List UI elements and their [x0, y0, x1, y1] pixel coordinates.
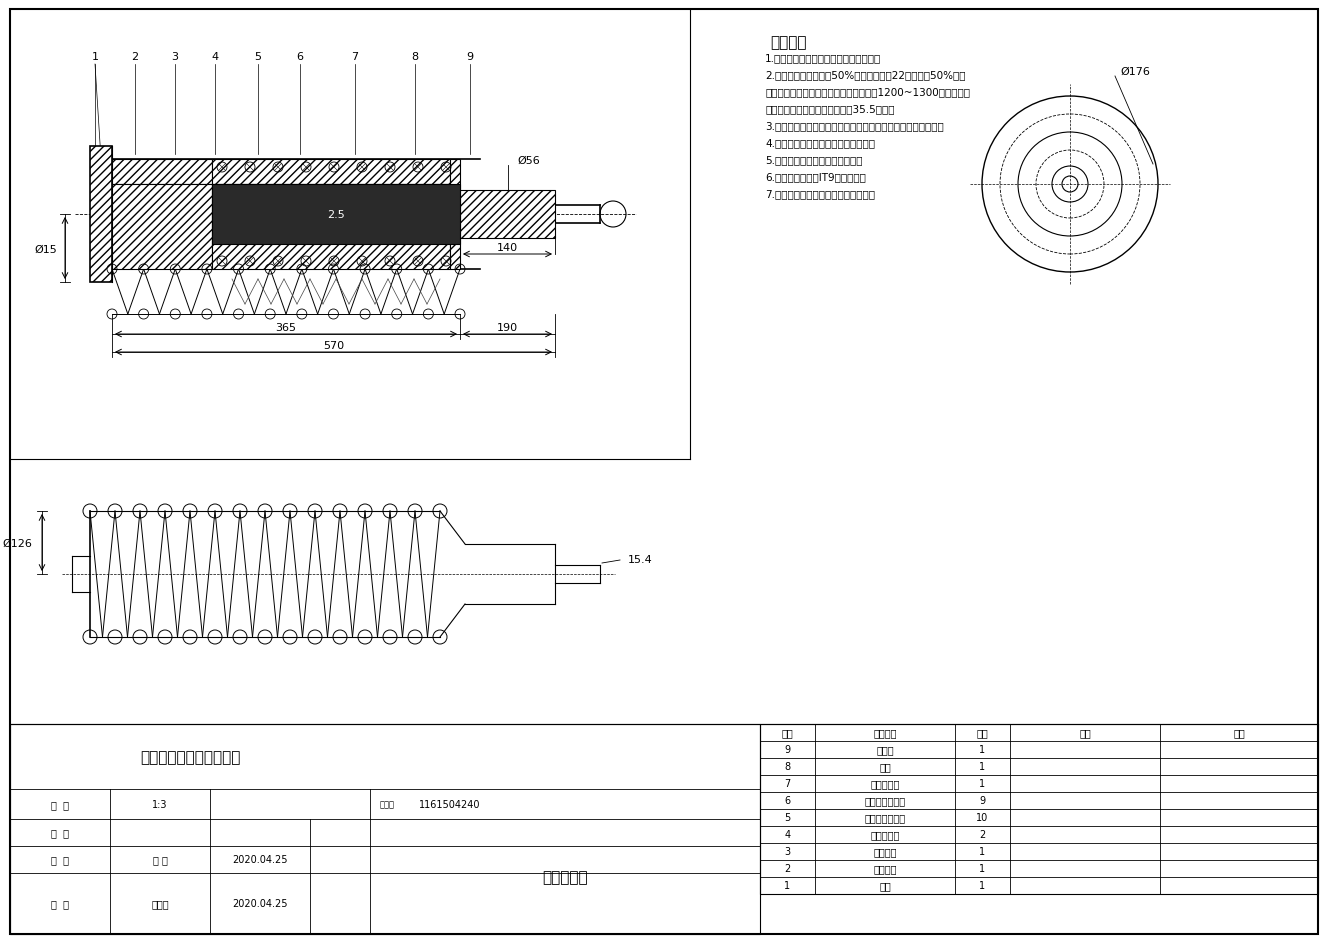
- Text: 3.装置油封时，应注意方向。刃口应光锐无油痕、磕伤等缺陷；: 3.装置油封时，应注意方向。刃口应光锐无油痕、磕伤等缺陷；: [765, 121, 944, 131]
- Text: Ø176: Ø176: [1120, 67, 1150, 76]
- Text: 1: 1: [980, 881, 985, 890]
- Text: 1: 1: [785, 881, 790, 890]
- Bar: [450, 160, 459, 270]
- Bar: [459, 191, 555, 239]
- Text: Ø15: Ø15: [35, 244, 57, 255]
- Text: 导动器总成: 导动器总成: [870, 779, 899, 788]
- Text: 6.整机装配精度按IT9进行检验；: 6.整机装配精度按IT9进行检验；: [765, 172, 866, 182]
- Text: 9: 9: [785, 745, 790, 754]
- Text: 1: 1: [92, 52, 98, 62]
- Text: 365: 365: [275, 323, 296, 332]
- Text: 140: 140: [497, 243, 518, 253]
- Text: 5: 5: [255, 52, 262, 62]
- Bar: [90, 147, 112, 282]
- Text: 序号: 序号: [782, 728, 793, 737]
- Text: 2: 2: [785, 864, 790, 873]
- Text: 技术要求: 技术要求: [770, 35, 806, 50]
- Text: 审  核: 审 核: [50, 899, 69, 908]
- Text: 基杆: 基杆: [879, 881, 891, 890]
- Text: 材料: 材料: [1080, 728, 1090, 737]
- Text: 1: 1: [980, 779, 985, 788]
- Text: 190: 190: [497, 323, 518, 332]
- Bar: [112, 160, 212, 185]
- Text: 2020.04.25: 2020.04.25: [232, 899, 288, 908]
- Text: 材  料: 材 料: [50, 828, 69, 837]
- Text: 电磁直线馈能悬架装配图: 电磁直线馈能悬架装配图: [139, 750, 240, 765]
- Text: Ø126: Ø126: [3, 538, 32, 548]
- Text: 10: 10: [976, 813, 988, 822]
- Text: 零件名称: 零件名称: [874, 728, 896, 737]
- Bar: [760, 724, 1317, 894]
- Text: 径向磁铁永磁件: 径向磁铁永磁件: [865, 813, 906, 822]
- Text: 3: 3: [171, 52, 178, 62]
- Bar: [212, 185, 450, 270]
- Text: 8: 8: [412, 52, 418, 62]
- Text: 网过滤，确保清洁。加注油量为35.5毫升；: 网过滤，确保清洁。加注油量为35.5毫升；: [765, 104, 895, 114]
- Text: 2: 2: [131, 52, 138, 62]
- Text: 淮阴工学院: 淮阴工学院: [542, 869, 588, 885]
- Text: 9: 9: [980, 796, 985, 805]
- Text: 减震弹簧: 减震弹簧: [874, 864, 896, 873]
- Text: 2.在减震器内应加注由50%（按重量比）22号平油及50%变压: 2.在减震器内应加注由50%（按重量比）22号平油及50%变压: [765, 70, 965, 80]
- Text: 备注: 备注: [1234, 728, 1244, 737]
- Text: 1: 1: [980, 847, 985, 856]
- Text: 王 俏: 王 俏: [153, 854, 167, 865]
- Text: 2: 2: [979, 830, 985, 839]
- Text: 比  例: 比 例: [50, 800, 69, 809]
- Text: 5.装配前应对所有零件进行检查；: 5.装配前应对所有零件进行检查；: [765, 155, 862, 165]
- Text: 4: 4: [785, 830, 790, 839]
- Text: 7.装配后，需经过测试合格方能使用。: 7.装配后，需经过测试合格方能使用。: [765, 189, 875, 199]
- Text: 零号：: 零号：: [380, 800, 394, 809]
- Bar: [11, 724, 760, 934]
- Text: 减震器: 减震器: [876, 745, 894, 754]
- Text: 1161504240: 1161504240: [420, 800, 481, 809]
- Text: 内线圈铁圈: 内线圈铁圈: [870, 830, 899, 839]
- Text: 2.5: 2.5: [327, 210, 345, 220]
- Text: 7: 7: [352, 52, 359, 62]
- Text: 570: 570: [323, 341, 344, 350]
- Text: 4.装配前所有零件需用煤油进行清洗；: 4.装配前所有零件需用煤油进行清洗；: [765, 138, 875, 148]
- Text: 5: 5: [785, 813, 790, 822]
- Text: 9: 9: [466, 52, 474, 62]
- Bar: [112, 185, 212, 270]
- Text: 1: 1: [980, 762, 985, 771]
- Text: 7: 7: [785, 779, 790, 788]
- Text: 3: 3: [785, 847, 790, 856]
- Text: 15.4: 15.4: [628, 554, 653, 565]
- Text: 1: 1: [980, 745, 985, 754]
- Text: 轴向磁铁永磁件: 轴向磁铁永磁件: [865, 796, 906, 805]
- Text: 戴顺图: 戴顺图: [151, 899, 169, 908]
- Text: 4: 4: [211, 52, 219, 62]
- Text: Ø56: Ø56: [518, 156, 540, 166]
- Text: 1.装配前，减震器零件应彻底清洗干净；: 1.装配前，减震器零件应彻底清洗干净；: [765, 53, 882, 63]
- Text: 活杆总成: 活杆总成: [874, 847, 896, 856]
- Text: 制  图: 制 图: [50, 854, 69, 865]
- Text: 6: 6: [296, 52, 304, 62]
- Text: 1: 1: [980, 864, 985, 873]
- Text: 垫环: 垫环: [879, 762, 891, 771]
- Bar: [212, 160, 450, 185]
- Bar: [212, 185, 459, 244]
- Text: 器油的混合液，在加注前应用每平方厘米1200~1300个孔的金属: 器油的混合液，在加注前应用每平方厘米1200~1300个孔的金属: [765, 87, 969, 97]
- Text: 8: 8: [785, 762, 790, 771]
- Text: 1:3: 1:3: [153, 800, 167, 809]
- Text: 6: 6: [785, 796, 790, 805]
- Text: 2020.04.25: 2020.04.25: [232, 854, 288, 865]
- Text: 数量: 数量: [976, 728, 988, 737]
